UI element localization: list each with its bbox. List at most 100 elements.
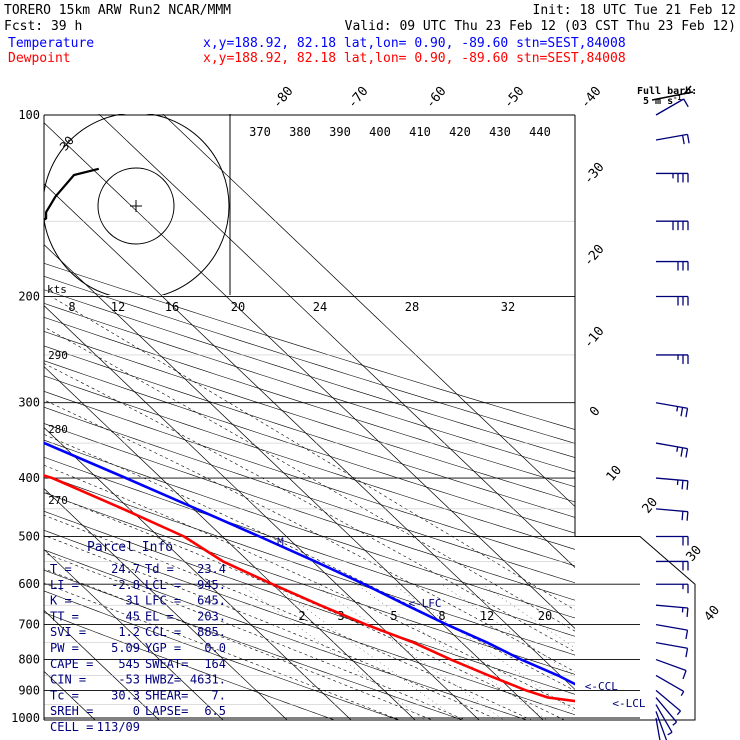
parcel-info-value: 5.09 (111, 641, 140, 655)
dry-adiabat-line (44, 303, 575, 473)
parcel-info-value: 164 (204, 657, 226, 671)
parcel-info-label: SREH = (50, 704, 93, 718)
parcel-info-label: YGP = (145, 641, 181, 655)
theta-label: 430 (489, 125, 511, 139)
parcel-info-value: 885. (197, 625, 226, 639)
isotherm-label: -30 (581, 160, 608, 188)
wind-barb-flag (672, 721, 677, 726)
parcel-info-value: 24.7 (111, 562, 140, 576)
parcel-info-label: K = (50, 594, 72, 608)
pressure-tick-label: 1000 (11, 711, 40, 725)
pressure-tick-label: 700 (18, 618, 40, 632)
wind-barb (656, 583, 689, 594)
wind-barb-shaft (655, 704, 673, 733)
parcel-info-value: 0 (133, 704, 140, 718)
pressure-tick-label: 800 (18, 653, 40, 667)
mixing-ratio-label: 12 (480, 609, 494, 623)
wind-barb (655, 658, 687, 680)
wind-barb-flag (681, 511, 684, 521)
legend-temperature: Temperature (8, 36, 94, 51)
wind-barb (655, 711, 668, 740)
upper-scale-label: 16 (165, 300, 179, 314)
dry-adiabat-line (44, 612, 336, 720)
wind-barb-flag (685, 648, 689, 658)
legend-temperature-info: x,y=188.92, 82.18 lat,lon= 0.90, -89.60 … (203, 36, 626, 51)
wind-barb-flag (683, 98, 689, 108)
wind-barb-flag (680, 447, 684, 457)
pressure-tick-label: 200 (18, 290, 40, 304)
parcel-info-value: 4631. (190, 673, 226, 687)
dry-adiabat-line (44, 439, 575, 619)
wind-barb-flag (676, 446, 679, 452)
pressure-tick-label: 400 (18, 471, 40, 485)
wind-barb (655, 402, 689, 418)
wind-barb-shaft (655, 508, 688, 513)
parcel-info-value: -53 (118, 673, 140, 687)
wind-barb-flag (680, 407, 684, 417)
isotherm-line (44, 183, 575, 690)
dry-adiabat-line (44, 316, 575, 488)
parcel-info-label: CCL = (145, 625, 181, 639)
isotherm-label: 10 (604, 463, 626, 485)
legend-dewpoint-info: x,y=188.92, 82.18 lat,lon= 0.90, -89.60 … (203, 51, 626, 66)
wind-barb-shaft (655, 642, 688, 649)
pressure-tick-label: 600 (18, 577, 40, 591)
parcel-info-label: SWEAT= (145, 657, 188, 671)
parcel-info-label: LFC = (145, 594, 181, 608)
mixing-ratio-label: 20 (538, 609, 552, 623)
temperature-profile (44, 441, 575, 686)
parcel-info-label: CIN = (50, 673, 86, 687)
wind-barb-flag (676, 710, 682, 716)
isotherm-label: 0 (587, 404, 604, 420)
parcel-info-value: 31 (126, 594, 140, 608)
hodograph-unit-label: kts (47, 283, 67, 296)
upper-scale-label: 12 (111, 300, 125, 314)
wind-barb-shaft (655, 697, 678, 723)
barb-legend-sample-tick (683, 85, 692, 95)
upper-scale-label: 24 (313, 300, 327, 314)
dry-adiabat-line (44, 289, 575, 458)
hodograph-clip-group (44, 114, 230, 295)
isotherm-label: -60 (423, 84, 450, 112)
parcel-info-label: SVI = (50, 625, 86, 639)
dry-adiabat-line (44, 456, 575, 637)
wind-barb (655, 623, 689, 640)
wind-barb-column (655, 98, 690, 740)
parcel-info-label: CELL = (50, 720, 93, 734)
parcel-info-label: CAPE = (50, 657, 93, 671)
moist-adiabat-line (44, 568, 433, 720)
upper-scale-label: 28 (405, 300, 419, 314)
wind-barb (655, 704, 673, 736)
parcel-info-value: 945. (197, 578, 226, 592)
moist-adiabat-line (44, 582, 401, 720)
wind-barb-shaft (655, 442, 688, 450)
theta-label: 280 (48, 423, 68, 436)
parcel-info-label: T = (50, 562, 72, 576)
wind-barb (655, 697, 678, 726)
upper-scale-label: 20 (231, 300, 245, 314)
dewpoint-profile (44, 474, 575, 703)
dry-adiabat-line (44, 510, 575, 695)
parcel-info-label: PW = (50, 641, 79, 655)
dry-adiabat-line (44, 375, 575, 550)
dry-adiabat-line (44, 492, 575, 675)
dry-adiabat-line (44, 569, 464, 720)
mixing-ratio-line (481, 583, 575, 649)
dry-adiabat-line (44, 549, 528, 720)
wind-barb-shaft (655, 658, 687, 672)
mixing-ratio-label: 2 (298, 609, 305, 623)
wind-barb (656, 535, 689, 546)
isotherm-label: -50 (501, 84, 528, 112)
moist-adiabat-line (44, 399, 575, 673)
isotherm-line (44, 487, 288, 720)
wind-barb-shaft (655, 133, 688, 141)
pressure-tick-label: 300 (18, 396, 40, 410)
wind-barb-shaft (655, 477, 688, 482)
wind-barb-shaft (655, 711, 668, 740)
isotherm-line (44, 244, 544, 720)
dry-adiabat-line (44, 360, 575, 534)
isotherm-label: -70 (345, 84, 372, 112)
level-marker-m: M (277, 536, 284, 549)
